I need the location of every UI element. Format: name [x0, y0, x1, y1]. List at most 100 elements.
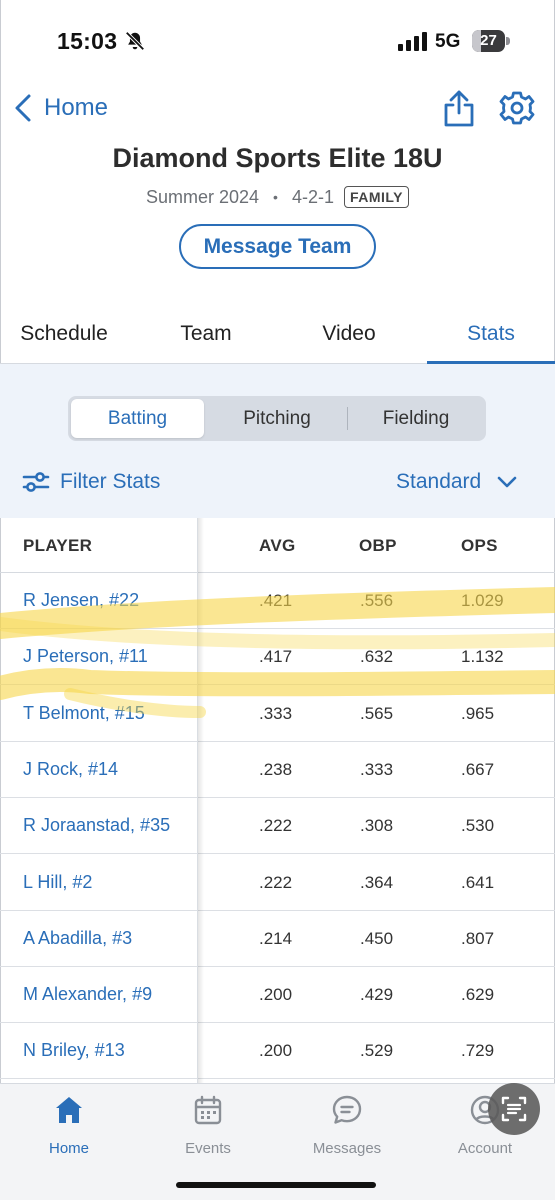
- column-header-player[interactable]: PLAYER: [23, 536, 93, 555]
- network-type: 5G: [435, 31, 461, 52]
- avg-cell: .200: [259, 985, 293, 1005]
- obp-cell: .364: [360, 872, 394, 892]
- cellular-signal-icon: [398, 32, 427, 51]
- obp-cell: .308: [360, 816, 394, 836]
- ops-cell: .807: [461, 928, 495, 948]
- view-mode-select[interactable]: Standard: [396, 466, 517, 498]
- nav-account-label: Account: [457, 1140, 513, 1157]
- table-row: J Rock, #14 .238 .333 .667: [0, 742, 555, 798]
- segment-pitching[interactable]: Pitching: [243, 408, 311, 429]
- table-header: PLAYER AVG OBP OPS: [0, 518, 555, 573]
- chevron-left-icon: [15, 94, 31, 122]
- column-header-obp[interactable]: OBP: [359, 536, 397, 555]
- battery-percent: 27: [480, 32, 497, 49]
- player-name-link[interactable]: M Alexander, #9: [23, 984, 153, 1005]
- home-indicator: [176, 1182, 376, 1188]
- player-name-link[interactable]: A Abadilla, #3: [23, 927, 133, 948]
- separator-dot: •: [273, 189, 278, 205]
- obp-cell: .333: [360, 759, 394, 779]
- column-header-avg[interactable]: AVG: [259, 536, 296, 555]
- ops-cell: .530: [461, 816, 495, 836]
- player-name-link[interactable]: T Belmont, #15: [23, 702, 145, 723]
- tab-schedule[interactable]: Schedule: [20, 322, 108, 345]
- table-row: L Hill, #2 .222 .364 .641: [0, 855, 555, 911]
- avg-cell: .421: [259, 591, 293, 610]
- nav-events-label: Events: [185, 1140, 231, 1157]
- filter-stats-button[interactable]: Filter Stats: [22, 466, 160, 498]
- table-row: R Joraanstad, #35 .222 .308 .530: [0, 798, 555, 855]
- table-row: M Alexander, #9 .200 .429 .629: [0, 967, 555, 1024]
- column-header-ops[interactable]: OPS: [461, 536, 498, 555]
- team-name: Diamond Sports Elite 18U: [112, 143, 443, 173]
- nav-account[interactable]: Account: [435, 1094, 535, 1157]
- sliders-icon: [22, 472, 50, 492]
- avg-cell: .222: [259, 816, 293, 836]
- avg-cell: .222: [259, 872, 293, 892]
- tab-team[interactable]: Team: [180, 322, 232, 345]
- frozen-column-divider: [197, 518, 198, 1083]
- tab-stats[interactable]: Stats: [467, 322, 515, 345]
- ops-cell: .965: [461, 703, 495, 723]
- nav-home[interactable]: Home: [19, 1094, 119, 1157]
- message-team-button[interactable]: Message Team: [179, 224, 376, 269]
- avg-cell: .214: [259, 928, 293, 948]
- status-bar: 15:03 5G 27: [0, 0, 555, 80]
- season-label: Summer 2024: [145, 186, 260, 207]
- table-row: A Abadilla, #3 .214 .450 .807: [0, 911, 555, 967]
- scan-text-icon: [501, 1096, 527, 1122]
- obp-cell: .529: [360, 1041, 394, 1061]
- player-name-link[interactable]: L Hill, #2: [23, 871, 93, 892]
- ops-cell: .629: [461, 985, 495, 1005]
- team-meta: Summer 2024 • 4-2-1 FAMILY: [0, 186, 555, 208]
- nav-messages-label: Messages: [312, 1140, 382, 1157]
- segment-fielding[interactable]: Fielding: [382, 408, 450, 429]
- player-name-link[interactable]: J Peterson, #11: [23, 646, 148, 667]
- obp-cell: .429: [360, 985, 394, 1005]
- chevron-down-icon: [497, 476, 517, 488]
- nav-messages[interactable]: Messages: [297, 1094, 397, 1157]
- segment-batting[interactable]: Batting: [71, 399, 204, 438]
- text-scan-button[interactable]: [488, 1083, 540, 1135]
- player-name-link[interactable]: R Jensen, #22: [23, 590, 140, 610]
- view-mode-label: Standard: [396, 470, 482, 493]
- back-label: Home: [44, 94, 109, 121]
- table-row: R Jensen, #22 .421 .556 1.029: [0, 573, 555, 629]
- segment-divider: [347, 407, 348, 430]
- avg-cell: .238: [259, 759, 293, 779]
- table-row: N Briley, #13 .200 .529 .729: [0, 1023, 555, 1080]
- share-icon[interactable]: [440, 88, 478, 128]
- status-time: 15:03: [57, 28, 118, 54]
- table-row: J Peterson, #11 .417 .632 1.132: [0, 629, 555, 686]
- gear-icon[interactable]: [497, 88, 537, 128]
- obp-cell: .450: [360, 928, 394, 948]
- obp-cell: .632: [360, 647, 394, 667]
- back-button[interactable]: Home: [12, 88, 108, 128]
- calendar-icon: [194, 1095, 222, 1125]
- player-name-link[interactable]: R Joraanstad, #35: [23, 815, 171, 836]
- stat-type-segmented-control: Batting Pitching Fielding: [68, 396, 486, 441]
- bottom-tab-bar: Home Events Messages Account: [0, 1083, 555, 1200]
- avg-cell: .200: [259, 1041, 293, 1061]
- tab-bar: Schedule Team Video Stats: [0, 306, 555, 364]
- bell-slash-icon: [125, 31, 145, 51]
- home-icon: [56, 1097, 82, 1123]
- nav-events[interactable]: Events: [158, 1094, 258, 1157]
- obp-cell: .565: [360, 703, 394, 723]
- ops-cell: .667: [461, 759, 495, 779]
- avg-cell: .417: [259, 647, 293, 667]
- team-record: 4-2-1: [291, 186, 334, 207]
- stats-controls-panel: [0, 364, 555, 518]
- battery-level: [472, 30, 481, 52]
- table-row: T Belmont, #15 .333 .565 .965: [0, 686, 555, 742]
- player-name-link[interactable]: J Rock, #14: [23, 758, 119, 779]
- ops-cell: 1.132: [461, 647, 504, 667]
- tabs-divider: [0, 363, 555, 364]
- tab-video[interactable]: Video: [322, 322, 376, 345]
- avg-cell: .333: [259, 703, 293, 723]
- obp-cell: .556: [360, 591, 394, 610]
- battery-icon: 27: [472, 30, 510, 52]
- ops-cell: 1.029: [461, 591, 504, 610]
- ops-cell: .641: [461, 872, 495, 892]
- player-name-link[interactable]: N Briley, #13: [23, 1040, 125, 1061]
- message-icon: [332, 1095, 362, 1124]
